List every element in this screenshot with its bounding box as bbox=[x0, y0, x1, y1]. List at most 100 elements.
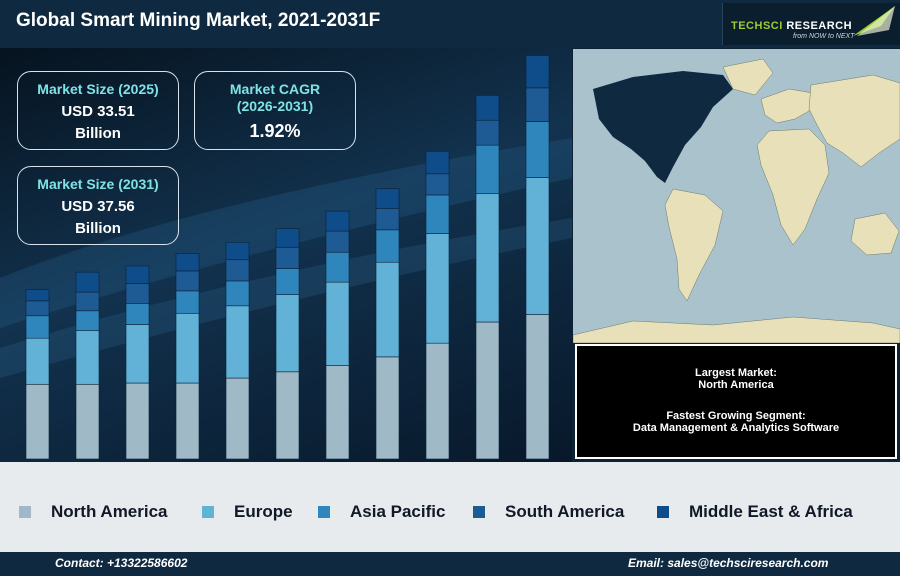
bar-2029F-north-america bbox=[425, 342, 450, 460]
legend-swatch-north-america bbox=[19, 506, 31, 518]
market-size-2025-unit: Billion bbox=[75, 125, 121, 142]
bar-2031F-south-america bbox=[525, 87, 550, 122]
legend-label-south-america: South America bbox=[505, 502, 625, 521]
market-size-2031-card: Market Size (2031) USD 37.56 Billion bbox=[17, 166, 179, 245]
market-size-2031-label: Market Size (2031) bbox=[37, 176, 159, 192]
logo-name-part1: TECHSCI bbox=[731, 20, 783, 32]
greenland-shape bbox=[722, 58, 774, 96]
bar-2031F-north-america bbox=[525, 314, 550, 460]
footer-bar: Contact: +13322586602 Email: sales@techs… bbox=[0, 552, 900, 576]
key-insights-panel: Largest Market: North America Fastest Gr… bbox=[575, 344, 897, 459]
north-america-shape bbox=[593, 71, 733, 183]
bar-2024-europe bbox=[175, 312, 200, 384]
legend-label-middle-east-africa: Middle East & Africa bbox=[689, 502, 853, 521]
bar-2023-asia-pacific bbox=[125, 303, 150, 325]
contact-phone: Contact: +13322586602 bbox=[55, 556, 188, 570]
bar-2030F-middle-east-africa bbox=[475, 95, 500, 121]
legend-item-middle-east-africa: Middle East & Africa bbox=[657, 502, 853, 522]
logo-name: TECHSCI RESEARCH bbox=[731, 20, 852, 32]
legend-label-asia-pacific: Asia Pacific bbox=[350, 502, 446, 521]
logo-swoosh-icon bbox=[853, 6, 895, 36]
bar-2028F-south-america bbox=[375, 208, 400, 231]
bar-2027F-europe bbox=[325, 281, 350, 366]
bar-2030F-north-america bbox=[475, 321, 500, 460]
market-cagr-value: 1.92% bbox=[249, 121, 301, 141]
bar-2030F-asia-pacific bbox=[475, 144, 500, 195]
market-size-2025-card: Market Size (2025) USD 33.51 Billion bbox=[17, 71, 179, 150]
bar-2023-middle-east-africa bbox=[125, 265, 150, 284]
legend-item-south-america: South America bbox=[473, 502, 624, 522]
bar-2022-north-america bbox=[75, 383, 100, 460]
contact-email: Email: sales@techsciresearch.com bbox=[628, 556, 829, 570]
chart-legend: North America Europe Asia Pacific South … bbox=[0, 462, 900, 552]
largest-market-value: North America bbox=[698, 379, 774, 391]
europe-shape bbox=[760, 88, 814, 124]
header-bar: Global Smart Mining Market, 2021-2031F T… bbox=[0, 0, 900, 48]
bar-2024-south-america bbox=[175, 270, 200, 292]
africa-shape bbox=[756, 128, 830, 246]
logo-name-part2: RESEARCH bbox=[782, 20, 853, 32]
bar-2027F-asia-pacific bbox=[325, 251, 350, 283]
legend-label-north-america: North America bbox=[51, 502, 168, 521]
bar-2022-south-america bbox=[75, 291, 100, 312]
page-title: Global Smart Mining Market, 2021-2031F bbox=[16, 10, 381, 31]
bar-2021-north-america bbox=[25, 383, 50, 460]
bar-2025-north-america bbox=[225, 377, 250, 460]
largest-market-label: Largest Market: bbox=[695, 367, 777, 379]
legend-swatch-south-america bbox=[473, 506, 485, 518]
bar-2027F-middle-east-africa bbox=[325, 210, 350, 232]
world-map bbox=[573, 49, 900, 343]
asia-shape bbox=[808, 74, 900, 168]
bar-2029F-south-america bbox=[425, 173, 450, 196]
logo-tagline: from NOW to NEXT bbox=[793, 33, 855, 40]
legend-swatch-middle-east-africa bbox=[657, 506, 669, 518]
bar-2026E-middle-east-africa bbox=[275, 228, 300, 248]
bar-2027F-north-america bbox=[325, 365, 350, 460]
bar-2021-middle-east-africa bbox=[25, 289, 50, 302]
bar-2022-middle-east-africa bbox=[75, 271, 100, 293]
south-america-shape bbox=[664, 188, 724, 302]
techsci-logo: TECHSCI RESEARCH from NOW to NEXT bbox=[722, 3, 900, 45]
bar-2025-south-america bbox=[225, 259, 250, 282]
bar-2021-asia-pacific bbox=[25, 315, 50, 339]
legend-item-asia-pacific: Asia Pacific bbox=[318, 502, 445, 522]
bar-2021-europe bbox=[25, 337, 50, 385]
bar-2024-asia-pacific bbox=[175, 290, 200, 314]
bar-2025-asia-pacific bbox=[225, 280, 250, 307]
fastest-segment-label: Fastest Growing Segment: bbox=[666, 410, 806, 422]
bar-2023-north-america bbox=[125, 382, 150, 460]
bar-2030F-europe bbox=[475, 193, 500, 323]
bar-2025-middle-east-africa bbox=[225, 241, 250, 261]
legend-swatch-europe bbox=[202, 506, 214, 518]
market-size-2025-value: USD 33.51 bbox=[61, 103, 135, 120]
bar-2029F-europe bbox=[425, 233, 450, 344]
bar-2027F-south-america bbox=[325, 230, 350, 253]
bar-2024-middle-east-africa bbox=[175, 253, 200, 272]
market-cagr-label: Market CAGR bbox=[229, 81, 321, 97]
bar-2031F-europe bbox=[525, 177, 550, 315]
bar-2022-asia-pacific bbox=[75, 310, 100, 332]
bar-2031F-asia-pacific bbox=[525, 121, 550, 178]
legend-label-europe: Europe bbox=[234, 502, 293, 521]
market-size-2031-value: USD 37.56 bbox=[61, 198, 135, 215]
bar-2026E-north-america bbox=[275, 371, 300, 460]
stacked-bar-chart: 202120222023202420252026E2027F2028F2029F… bbox=[25, 55, 552, 475]
market-cagr-period: (2026-2031) bbox=[236, 98, 314, 114]
bar-2025-europe bbox=[225, 305, 250, 379]
legend-item-north-america: North America bbox=[19, 502, 168, 522]
bar-2026E-europe bbox=[275, 294, 300, 373]
bar-2022-europe bbox=[75, 330, 100, 385]
legend-item-europe: Europe bbox=[202, 502, 293, 522]
market-cagr-card: Market CAGR (2026-2031) 1.92% bbox=[194, 71, 356, 150]
bar-2023-south-america bbox=[125, 283, 150, 304]
australia-shape bbox=[850, 212, 900, 256]
bar-2026E-south-america bbox=[275, 246, 300, 269]
bar-2029F-asia-pacific bbox=[425, 194, 450, 234]
world-map-graphic bbox=[573, 58, 900, 343]
legend-swatch-asia-pacific bbox=[318, 506, 330, 518]
bar-2029F-middle-east-africa bbox=[425, 151, 450, 175]
market-size-2031-unit: Billion bbox=[75, 220, 121, 237]
bar-2031F-middle-east-africa bbox=[525, 55, 550, 89]
bar-2026E-asia-pacific bbox=[275, 268, 300, 295]
bar-2028F-asia-pacific bbox=[375, 229, 400, 263]
